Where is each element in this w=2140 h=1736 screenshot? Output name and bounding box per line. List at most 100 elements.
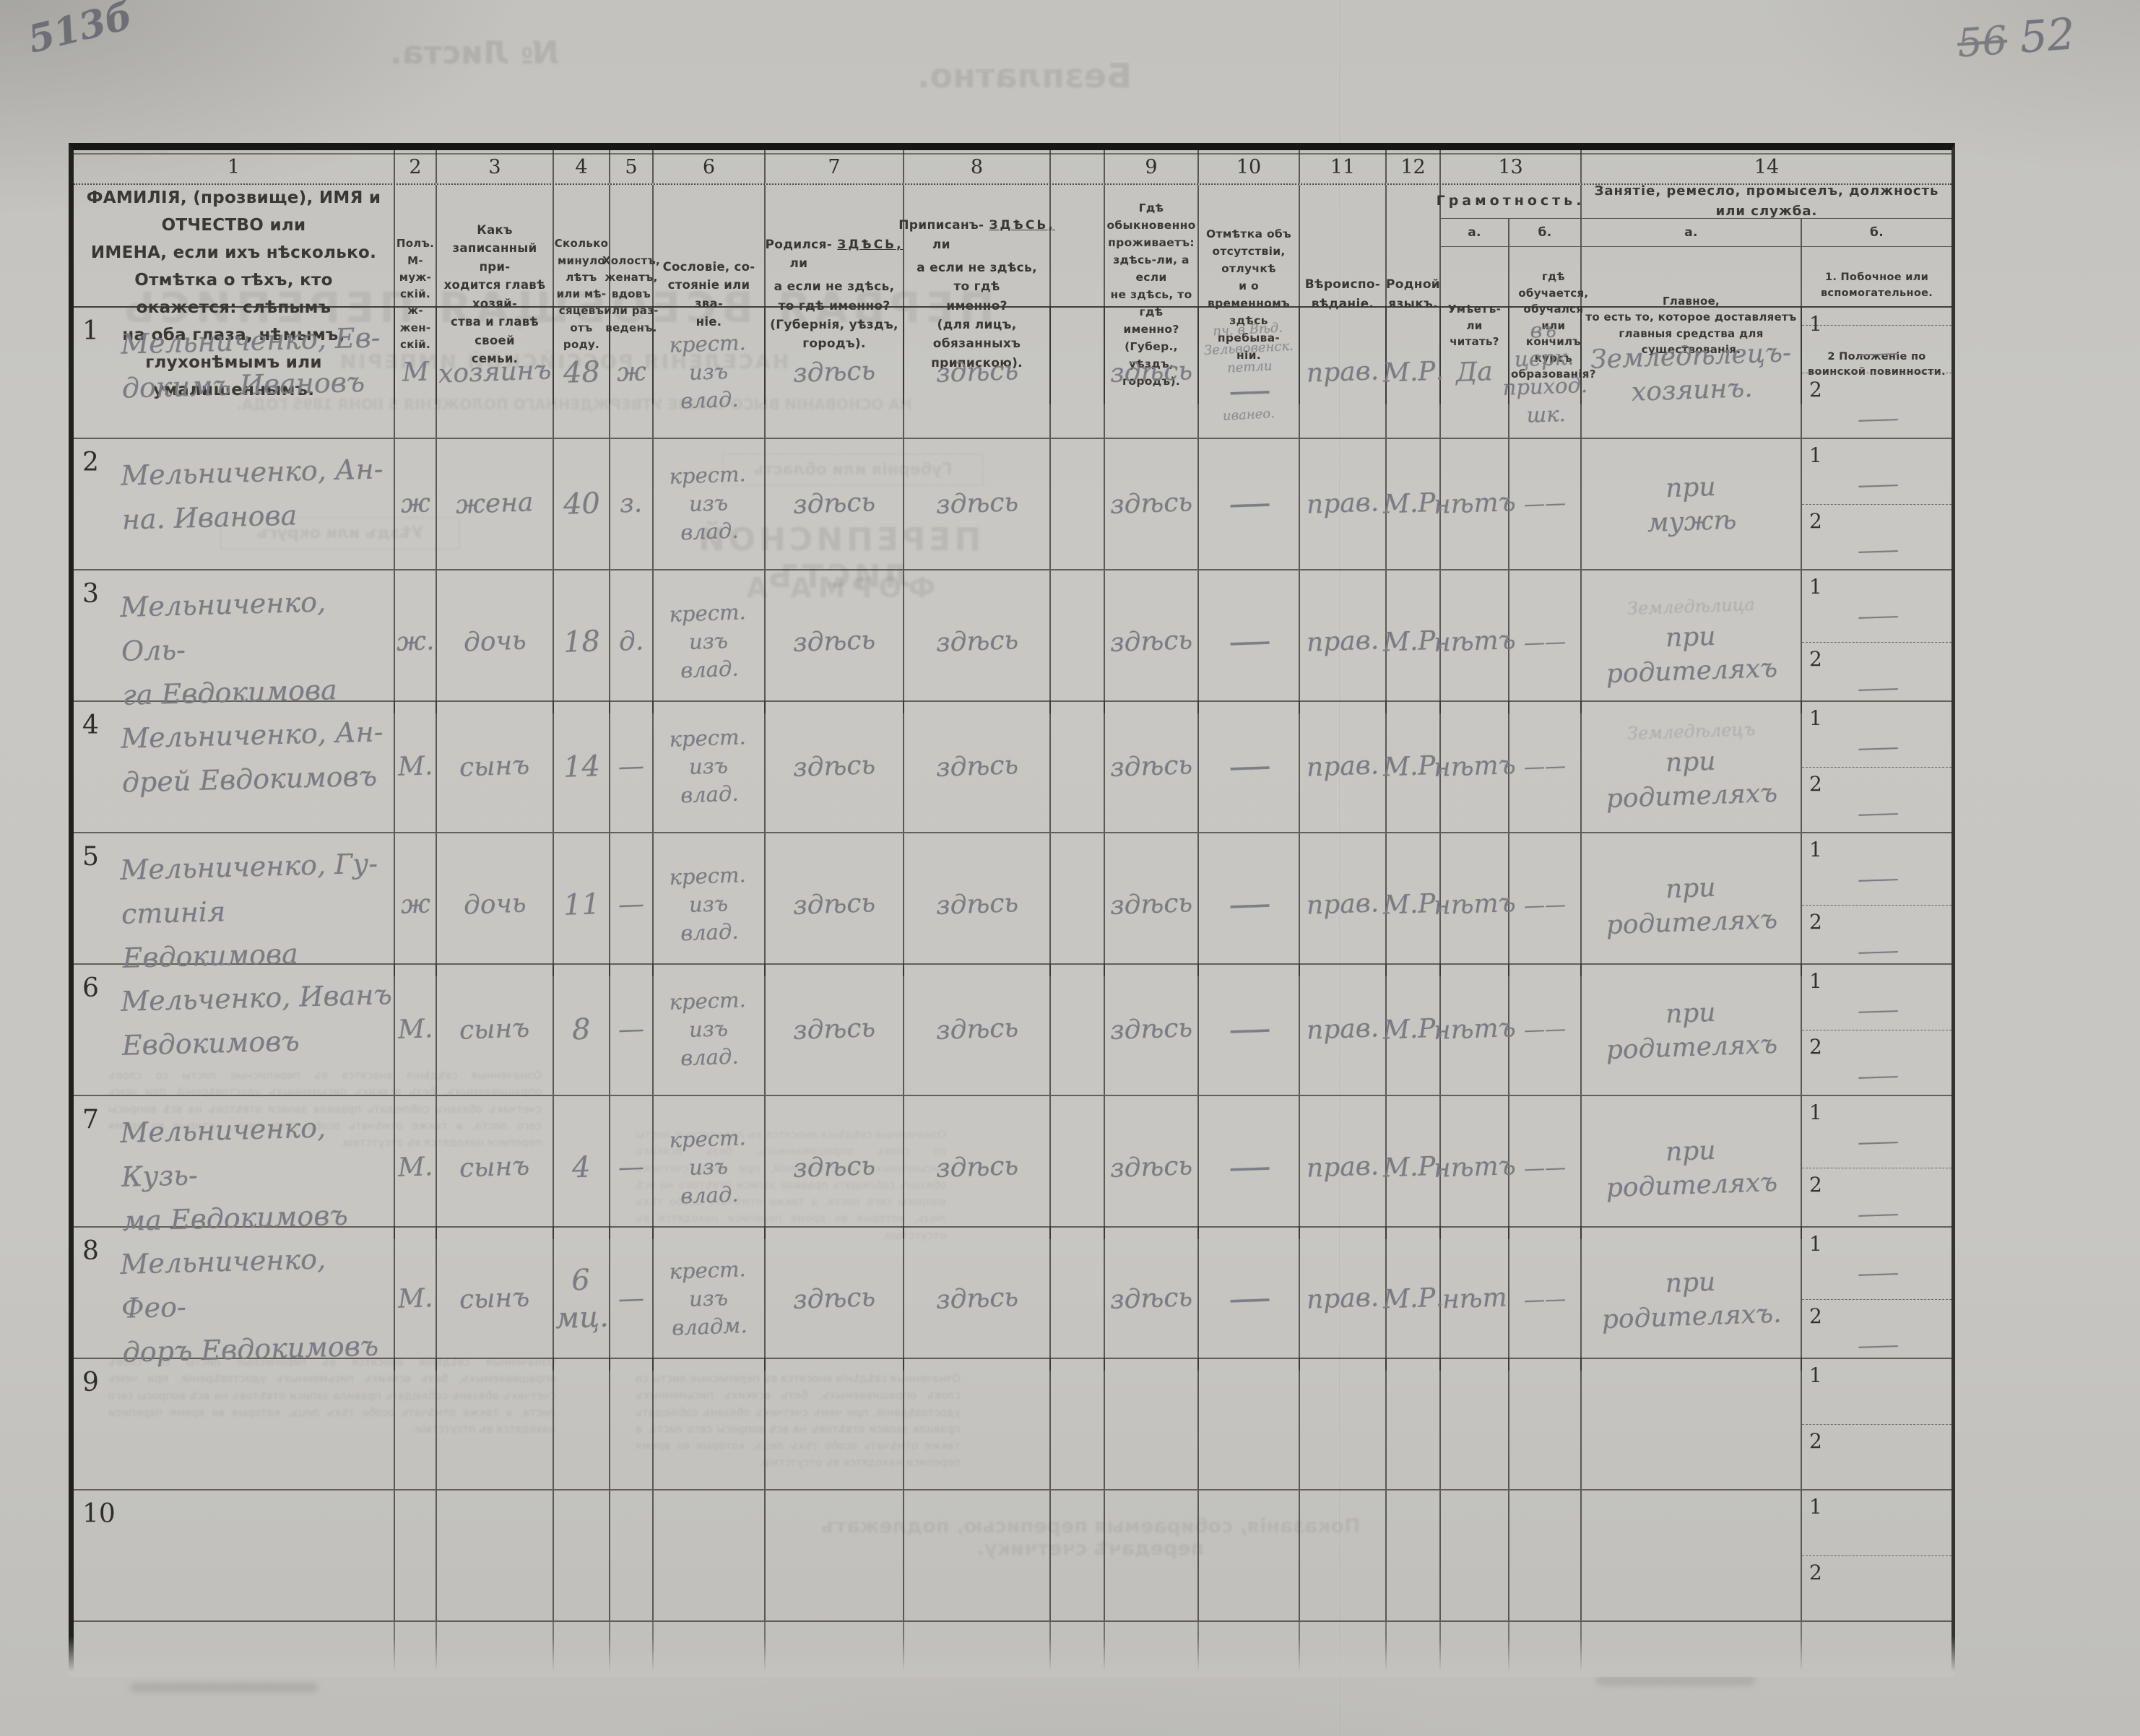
relation-entry: сынъ <box>459 1012 531 1046</box>
literacy-cell: нѣтъ <box>1433 1096 1516 1240</box>
side-occupation-cell: 1 —— 2 —— <box>1802 1228 1951 1371</box>
birthplace-cell: здѣсь <box>766 308 904 438</box>
residence-cell: здѣсь <box>1105 965 1199 1095</box>
residence-cell: здѣсь <box>1105 1096 1199 1240</box>
marital-cell: — <box>610 833 654 977</box>
side-occupation-cell: 1 —— 2 —— <box>1802 833 1951 976</box>
age-cell: 18 <box>554 570 610 714</box>
education-entry: —— <box>1523 628 1567 655</box>
birthplace-cell: здѣсь <box>766 570 904 714</box>
birthplace-cell <box>766 1359 904 1489</box>
education-entry: —— <box>1523 1154 1567 1181</box>
marital-entry: — <box>618 750 645 782</box>
absence-cell: —— <box>1199 702 1300 832</box>
stub <box>1051 1622 1105 1674</box>
residence-entry: здѣсь <box>1109 355 1193 389</box>
military-status-dash: —— <box>1856 406 1897 433</box>
occupation-cell: Земледѣлецъ- хозяинъ. <box>1582 308 1802 438</box>
estate-cell: крест. изъ влад. <box>654 1096 766 1240</box>
col-number-3: 3 <box>437 150 554 183</box>
age-cell <box>554 1490 610 1620</box>
header-military-status: 2 Положеніе по воинской повинности. <box>1808 350 1946 378</box>
religion-entry: прав. <box>1306 487 1379 520</box>
occupation-cell <box>1582 1359 1802 1489</box>
education-entry: —— <box>1523 1016 1567 1043</box>
header-occupation-title: Занятіе, ремесло, промыселъ, должность и… <box>1582 183 1951 219</box>
imprint-smear <box>130 1683 318 1693</box>
fold-column <box>1051 570 1105 714</box>
stub <box>1582 1622 1802 1674</box>
religion-cell <box>1300 1490 1387 1620</box>
bleedthrough-free: Безплатно. <box>917 56 1132 95</box>
sex-cell: М. <box>395 1228 437 1371</box>
stub <box>904 1622 1051 1674</box>
absence-cell: —— <box>1199 1228 1300 1371</box>
sex-entry: М. <box>397 1151 433 1183</box>
marital-entry: з. <box>619 488 644 519</box>
estate-cell: крест. изъ влад. <box>654 439 766 569</box>
row-number: 7 <box>82 1105 99 1134</box>
literacy-cell <box>1441 1490 1509 1620</box>
absence-cell: —— <box>1199 965 1300 1095</box>
census-row: 10 1 2 <box>74 1490 1951 1622</box>
sub-label-1: 1 <box>1809 443 1822 467</box>
relation-entry: сынъ <box>459 1151 531 1184</box>
age-cell: 4 <box>554 1096 610 1240</box>
estate-entry: крест. изъ влад. <box>669 1125 747 1210</box>
relation-cell <box>437 1359 554 1489</box>
side-occupation-sub: 1 <box>1802 1359 1951 1425</box>
estate-entry: крест. изъ влад. <box>669 330 747 414</box>
marital-entry: ж <box>615 356 647 388</box>
language-cell: М.Р. <box>1382 1228 1444 1371</box>
fold-column <box>1051 833 1105 977</box>
side-occupation-sub: 1 —— <box>1802 833 1951 906</box>
sub-label-2: 2 <box>1809 1304 1822 1329</box>
name-cell: 2 Мельниченко, Ан- на. Иванова <box>74 439 395 569</box>
relation-cell <box>437 1490 554 1620</box>
literacy-cell: нѣтъ <box>1433 702 1516 832</box>
row-number: 3 <box>82 579 99 609</box>
registration-entry: здѣсь <box>935 1150 1019 1184</box>
residence-entry: здѣсь <box>1109 1150 1193 1184</box>
header-sex-column: Полъ. М-муж- скій. ж-жен- скій. <box>395 185 437 404</box>
age-entry: 4 <box>571 1150 592 1185</box>
name-cell: 5 Мельниченко, Гу- стинія Евдокимова <box>74 833 395 977</box>
header-born-rest: а если не здѣсь, то гдѣ именно? (Губерні… <box>770 279 898 352</box>
row-number: 8 <box>82 1236 99 1266</box>
residence-cell: здѣсь <box>1105 702 1199 832</box>
registration-cell: здѣсь <box>904 965 1051 1095</box>
religion-cell: прав. <box>1300 570 1387 714</box>
estate-cell <box>654 1490 766 1620</box>
sub-label-2: 2 <box>1809 378 1822 402</box>
education-entry: —— <box>1523 1285 1567 1312</box>
sex-cell: М. <box>395 702 437 832</box>
military-status-sub: 2 —— <box>1802 768 1951 833</box>
side-occupation-cell: 1 2 <box>1802 1490 1951 1620</box>
name-entry: Мельниченко, Ев- докимъ Ивановъ <box>120 321 381 404</box>
sex-cell: М. <box>395 965 437 1095</box>
fold-column <box>1051 308 1105 438</box>
sub-label-1: 1 <box>1809 1495 1822 1519</box>
sub-label-1: 1 <box>1809 575 1822 599</box>
census-row: 7 Мельниченко, Кузь- ма Евдокимовъ М. сы… <box>74 1096 1951 1240</box>
residence-entry: здѣсь <box>1109 1282 1193 1315</box>
sex-entry: ж <box>399 487 431 519</box>
crossed-out-number: 56 <box>1956 17 2009 66</box>
occupation-entry: при родителяхъ <box>1606 746 1778 814</box>
col-number-14: 14 <box>1754 155 1780 178</box>
row-number: 6 <box>82 973 99 1003</box>
registration-entry: здѣсь <box>935 1282 1019 1315</box>
education-cell: —— <box>1509 702 1582 832</box>
marital-entry: д. <box>618 626 644 657</box>
bleedthrough-sheet-no: № Листа. <box>390 35 559 71</box>
name-entry: Мельниченко, Фео- доръ Евдокимовъ <box>119 1243 379 1368</box>
religion-cell: прав. <box>1300 1096 1387 1240</box>
estate-entry: крест. изъ влад. <box>669 862 747 947</box>
sub-label-1: 1 <box>1809 969 1822 993</box>
registration-entry: здѣсь <box>935 887 1019 921</box>
header-estate-column: Сословіе, со- стояніе или зва- ніе. <box>654 185 766 404</box>
literacy-cell: Да <box>1441 308 1509 438</box>
stub <box>1441 1622 1509 1674</box>
registration-cell <box>904 1490 1051 1620</box>
religion-entry: прав. <box>1306 1283 1379 1315</box>
